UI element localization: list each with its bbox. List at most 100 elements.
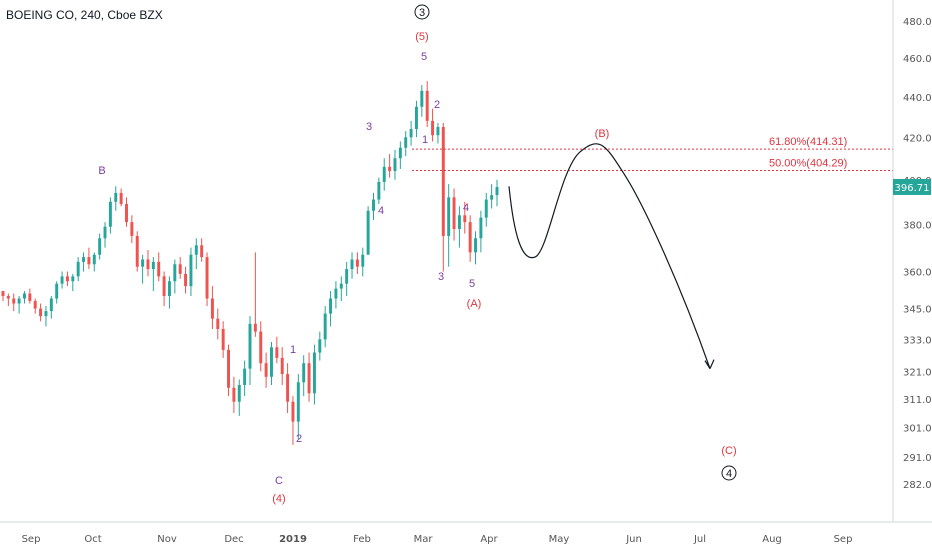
wave-label: 1 bbox=[290, 344, 296, 356]
candle bbox=[425, 81, 429, 127]
candle bbox=[468, 215, 472, 262]
candle bbox=[302, 355, 306, 397]
candle bbox=[200, 238, 204, 262]
candle bbox=[60, 271, 64, 289]
candle bbox=[270, 341, 273, 386]
fib-level-label: 61.80%(414.31) bbox=[769, 136, 847, 148]
candle bbox=[167, 276, 171, 309]
candle bbox=[12, 293, 16, 312]
candle bbox=[414, 100, 418, 138]
projection-arrowhead bbox=[704, 359, 715, 369]
candle bbox=[377, 177, 381, 205]
candle bbox=[103, 222, 107, 248]
y-tick-label: 321.00 bbox=[903, 367, 932, 378]
wave-label: (A) bbox=[467, 298, 482, 310]
fib-level-label: 50.00%(404.29) bbox=[769, 157, 847, 169]
candle bbox=[307, 352, 311, 402]
candle bbox=[259, 321, 263, 372]
x-tick-label: Nov bbox=[157, 534, 177, 545]
x-axis: Sep Oct Nov Dec 2019 Feb Mar Apr May Jun Jul Aug Sep bbox=[0, 521, 932, 545]
wave-label: 4 bbox=[726, 468, 732, 480]
candle bbox=[474, 231, 477, 265]
candle bbox=[264, 352, 268, 388]
candle bbox=[441, 122, 445, 272]
last-price-badge bbox=[893, 178, 931, 195]
y-tick-label: 301.00 bbox=[903, 423, 932, 434]
candle bbox=[312, 344, 316, 405]
candle bbox=[135, 231, 139, 272]
candle bbox=[39, 303, 43, 322]
y-axis: 480.00460.00440.00420.00400.00380.00360.… bbox=[892, 0, 932, 522]
candle bbox=[33, 298, 37, 314]
wave-circle bbox=[414, 4, 430, 20]
candle bbox=[382, 158, 386, 191]
candle bbox=[275, 336, 279, 364]
candle bbox=[495, 179, 499, 207]
candle bbox=[108, 197, 112, 234]
candle bbox=[76, 257, 80, 282]
candle bbox=[431, 108, 435, 142]
candle bbox=[296, 374, 300, 439]
y-tick-label: 311.00 bbox=[903, 395, 932, 406]
candle bbox=[173, 259, 177, 294]
candle bbox=[291, 396, 295, 445]
candle bbox=[141, 254, 145, 284]
x-tick-label: May bbox=[549, 534, 570, 545]
wave-label: 1 bbox=[422, 134, 428, 146]
candle bbox=[436, 122, 440, 144]
y-tick-label: 480.00 bbox=[903, 17, 932, 28]
x-tick-label: Sep bbox=[834, 534, 853, 545]
candle bbox=[452, 188, 456, 241]
candle bbox=[409, 120, 413, 146]
plot-area bbox=[1, 81, 499, 445]
candle bbox=[82, 252, 86, 272]
x-tick-label: Jul bbox=[693, 534, 706, 545]
candle bbox=[318, 331, 322, 361]
chart-title: BOEING CO, 240, Cboe BZX bbox=[6, 8, 163, 22]
candle bbox=[130, 215, 134, 243]
candle bbox=[6, 293, 10, 307]
candle bbox=[98, 233, 102, 260]
y-tick-label: 440.00 bbox=[903, 93, 932, 104]
candle bbox=[55, 281, 59, 304]
candle bbox=[479, 210, 483, 253]
wave-label: 4 bbox=[463, 202, 469, 214]
candle bbox=[253, 252, 257, 337]
x-tick-label: Dec bbox=[224, 534, 243, 545]
x-tick-label: Jun bbox=[625, 534, 642, 545]
x-tick-label: Feb bbox=[353, 534, 371, 545]
candle bbox=[49, 296, 53, 319]
candle bbox=[216, 308, 220, 340]
candle bbox=[23, 291, 26, 304]
candle bbox=[151, 257, 155, 292]
candle bbox=[286, 363, 290, 414]
wave-label: 3 bbox=[438, 271, 444, 283]
wave-labels: B C (4) 1 2 3 4 5 (5) 3 1 2 3 4 5 (A) (B) (C) 4 bbox=[98, 4, 737, 505]
candle bbox=[184, 266, 188, 294]
candle bbox=[393, 149, 397, 180]
projection-curve bbox=[508, 143, 711, 369]
x-tick-label: Aug bbox=[762, 534, 782, 545]
y-tick-label: 380.00 bbox=[903, 220, 932, 231]
candle bbox=[463, 201, 467, 234]
wave-label: 2 bbox=[296, 433, 302, 445]
y-tick-label: 282.00 bbox=[903, 480, 932, 491]
candle bbox=[205, 252, 209, 307]
candle bbox=[329, 291, 333, 327]
candle bbox=[146, 250, 150, 277]
wave-label: (B) bbox=[595, 128, 610, 140]
wave-label: B bbox=[98, 165, 105, 177]
wave-label: 5 bbox=[469, 278, 475, 290]
x-tick-label: Apr bbox=[480, 534, 498, 545]
candle bbox=[65, 271, 69, 287]
candle bbox=[71, 273, 75, 292]
candle bbox=[323, 306, 327, 348]
candle bbox=[420, 84, 424, 117]
projection-path bbox=[508, 143, 715, 369]
candle bbox=[114, 186, 118, 211]
wave-label: 4 bbox=[378, 205, 384, 217]
candle bbox=[366, 206, 370, 255]
candle bbox=[232, 376, 236, 414]
wave-label: (5) bbox=[415, 31, 428, 43]
